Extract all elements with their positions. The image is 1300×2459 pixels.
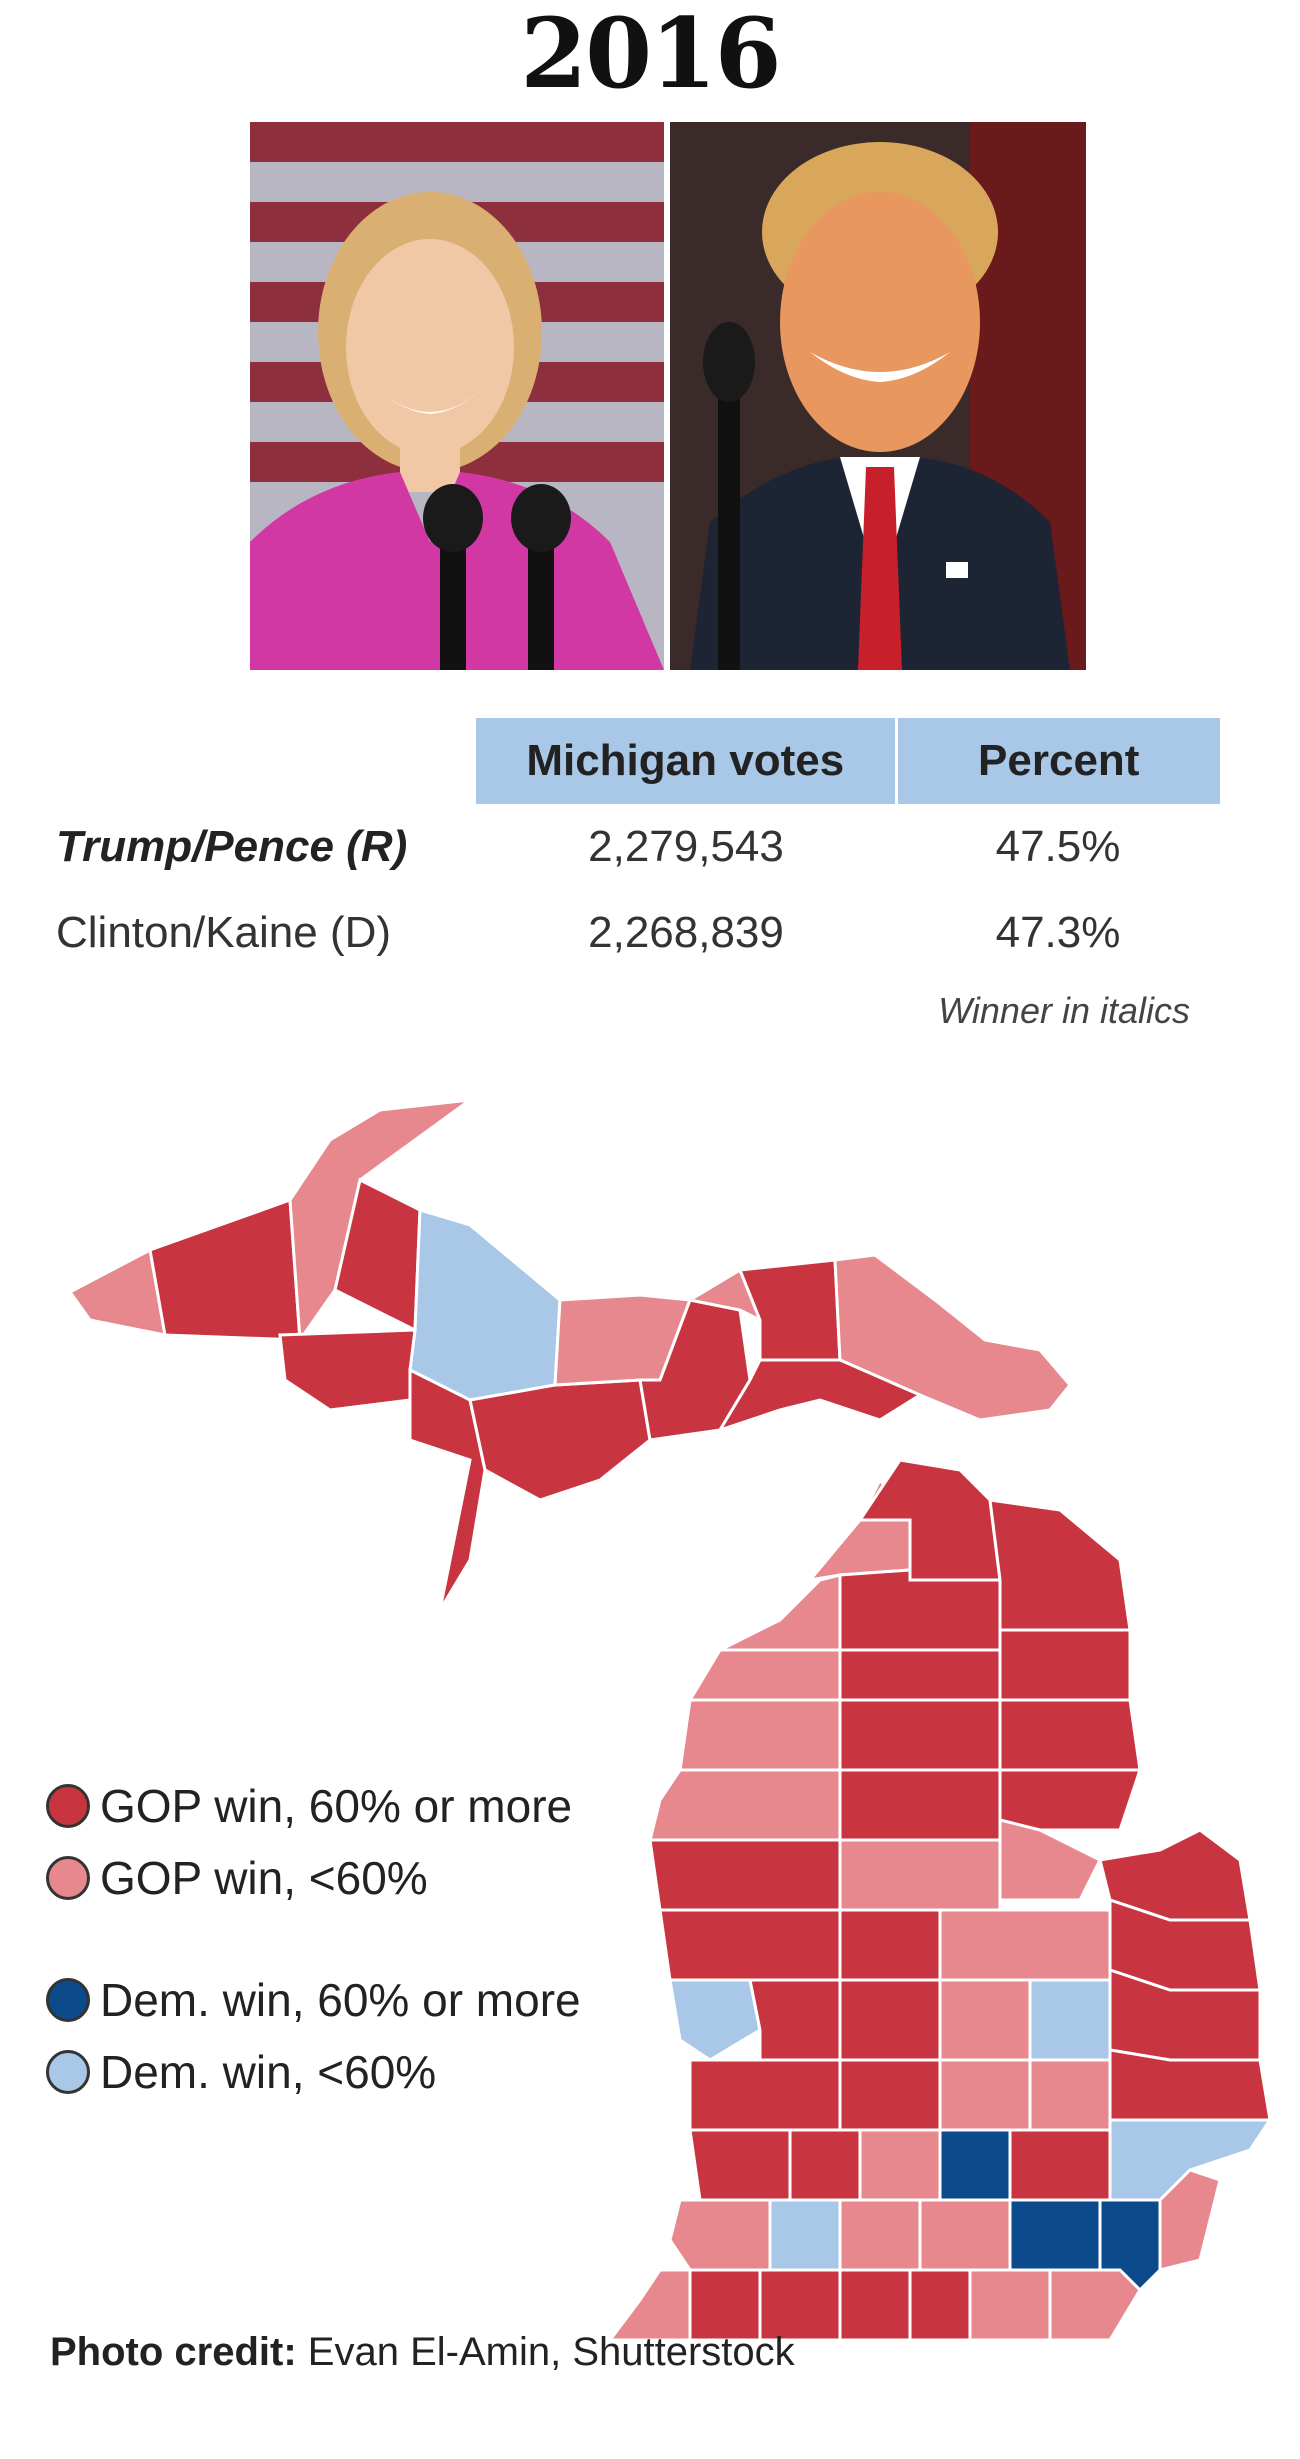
county-region <box>998 1818 1103 1902</box>
winner-note: Winner in italics <box>938 990 1190 1031</box>
candidate-percent: 47.5% <box>995 822 1121 871</box>
county-region <box>716 1358 924 1433</box>
candidate-votes: 2,268,839 <box>588 908 784 957</box>
county-region <box>858 2128 942 2202</box>
county-region <box>648 1768 842 1842</box>
legend-item-dem-lean: Dem. win, <60% <box>46 2036 581 2108</box>
results-table: Michigan votes Percent Trump/Pence (R) 2… <box>40 718 1220 976</box>
county-region <box>838 2198 922 2272</box>
legend-swatch <box>46 1978 90 2022</box>
map-legend: GOP win, 60% or more GOP win, <60% Dem. … <box>46 1770 581 2108</box>
county-region <box>1028 1978 1112 2062</box>
results-header-row: Michigan votes Percent <box>40 718 1220 804</box>
legend-swatch <box>46 2050 90 2094</box>
legend-swatch <box>46 1784 90 1828</box>
legend-item-gop-lean: GOP win, <60% <box>46 1842 581 1914</box>
county-region <box>668 2198 772 2272</box>
candidate-percent: 47.3% <box>995 908 1121 957</box>
county-region <box>838 1568 1002 1652</box>
county-region <box>838 1978 942 2062</box>
county-region <box>838 2058 942 2132</box>
county-region <box>908 2268 972 2340</box>
county-region <box>918 2198 1012 2272</box>
candidate-name: Trump/Pence (R) <box>56 822 408 871</box>
county-region <box>938 2058 1032 2132</box>
county-region <box>288 1097 476 1345</box>
candidate-photos <box>250 122 1086 670</box>
county-region <box>838 2268 912 2340</box>
county-region <box>748 1978 842 2062</box>
county-region <box>998 1768 1143 1832</box>
county-region <box>148 1197 302 1342</box>
county-region <box>278 1328 417 1412</box>
county-region <box>838 1648 1002 1702</box>
county-region <box>688 2128 792 2202</box>
county-region <box>408 1208 562 1402</box>
county-region <box>719 1573 842 1652</box>
results-row-trump: Trump/Pence (R) 2,279,543 47.5% <box>40 804 1220 890</box>
county-region <box>1028 2058 1112 2132</box>
photo-credit-label: Photo credit: <box>50 2330 297 2374</box>
county-region <box>1048 2268 1142 2340</box>
county-region <box>968 2268 1052 2340</box>
county-region <box>638 1298 752 1442</box>
county-region <box>688 2268 762 2340</box>
county-region <box>468 1378 652 1502</box>
county-region <box>648 1838 842 1912</box>
county-region <box>838 1698 1002 1772</box>
county-region <box>737 1258 842 1362</box>
header-votes: Michigan votes <box>476 718 898 804</box>
lower-peninsula <box>608 1458 1273 2340</box>
county-region <box>688 2058 842 2132</box>
county-region <box>1108 2048 1272 2122</box>
county-region <box>938 1908 1112 1982</box>
county-region <box>658 1908 842 1982</box>
county-region <box>938 2128 1012 2202</box>
county-region <box>758 2268 842 2340</box>
legend-swatch <box>46 1856 90 1900</box>
county-region <box>768 2198 842 2272</box>
county-region <box>838 1838 1002 1912</box>
county-region <box>838 1908 942 1982</box>
legend-item-gop-strong: GOP win, 60% or more <box>46 1770 581 1842</box>
county-region <box>687 1648 842 1702</box>
header-percent: Percent <box>896 718 1220 804</box>
photo-credit-text: Evan El-Amin, Shutterstock <box>307 2330 795 2374</box>
county-region <box>1098 2198 1162 2292</box>
county-region <box>988 1498 1132 1632</box>
county-region <box>998 1698 1142 1772</box>
legend-item-dem-strong: Dem. win, 60% or more <box>46 1964 581 2036</box>
trump-photo <box>670 122 1086 670</box>
page-title: 2016 <box>520 0 781 110</box>
clinton-photo <box>250 122 664 670</box>
photo-credit: Photo credit: Evan El-Amin, Shutterstock <box>50 2330 795 2375</box>
county-region <box>938 1978 1032 2062</box>
upper-peninsula <box>67 1097 1072 1611</box>
results-row-clinton: Clinton/Kaine (D) 2,268,839 47.3% <box>40 890 1220 976</box>
county-region <box>608 2268 692 2340</box>
legend-label: GOP win, 60% or more <box>100 1780 573 1832</box>
header-blank <box>40 718 476 804</box>
county-region <box>998 1628 1132 1702</box>
legend-label: Dem. win, 60% or more <box>100 1974 581 2026</box>
county-region <box>788 2128 862 2202</box>
michigan-county-map <box>67 1097 1273 2340</box>
candidate-votes: 2,279,543 <box>588 822 784 871</box>
legend-label: GOP win, <60% <box>100 1852 428 1904</box>
county-region <box>668 1978 762 2062</box>
candidate-name: Clinton/Kaine (D) <box>56 908 392 957</box>
county-region <box>1008 2198 1102 2272</box>
county-region <box>678 1698 842 1772</box>
legend-label: Dem. win, <60% <box>100 2046 437 2098</box>
county-region <box>1008 2128 1112 2202</box>
county-region <box>838 1768 1002 1842</box>
